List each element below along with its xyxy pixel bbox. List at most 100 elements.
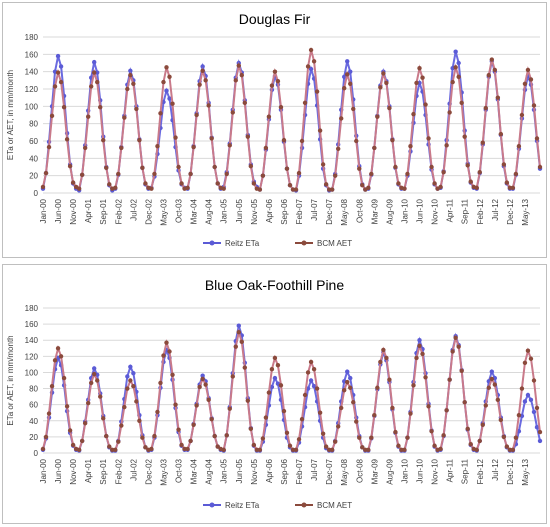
legend-marker xyxy=(301,240,307,246)
legend-marker xyxy=(209,502,215,508)
data-point xyxy=(348,69,353,74)
data-point xyxy=(335,424,341,429)
data-point xyxy=(345,72,350,77)
x-tick-label: Dec-02 xyxy=(144,458,153,484)
data-point xyxy=(245,398,251,403)
data-point xyxy=(348,375,353,381)
legend-label: Reitz ETa xyxy=(225,501,260,510)
data-point xyxy=(40,446,46,452)
data-point xyxy=(354,419,359,424)
x-tick-label: Jun-05 xyxy=(235,198,244,223)
data-point xyxy=(131,81,136,87)
data-point xyxy=(61,105,67,110)
x-tick-label: Oct-08 xyxy=(355,458,364,483)
data-point xyxy=(200,64,205,69)
data-point xyxy=(119,423,124,428)
data-point xyxy=(323,182,329,187)
data-point xyxy=(143,445,148,450)
data-point xyxy=(43,170,49,176)
data-point xyxy=(248,163,254,169)
data-point xyxy=(429,429,434,434)
x-tick-label: Feb-07 xyxy=(295,198,304,224)
data-point xyxy=(302,392,308,398)
data-point xyxy=(405,435,410,440)
data-point xyxy=(128,378,133,383)
legend-marker xyxy=(301,502,307,508)
data-point xyxy=(104,165,109,171)
data-point xyxy=(164,340,169,345)
x-tick-label: May-13 xyxy=(521,198,530,225)
data-point xyxy=(525,348,531,353)
data-point xyxy=(345,59,350,64)
data-point xyxy=(110,447,115,452)
x-tick-label: Jun-00 xyxy=(54,458,63,483)
data-point xyxy=(417,66,422,71)
legend-marker xyxy=(209,240,215,246)
data-point xyxy=(459,100,464,106)
data-point xyxy=(320,162,326,167)
data-point xyxy=(522,399,528,404)
x-tick-label: Jul-02 xyxy=(129,198,138,220)
data-point xyxy=(474,185,479,190)
blue-oak-foothill-pine-chart: Blue Oak-Foothill Pine 0 20 40 60 80 100 120 14… xyxy=(2,264,547,524)
data-point xyxy=(378,85,383,90)
data-point xyxy=(293,187,299,192)
data-point xyxy=(314,89,320,94)
x-tick-label: Mar-09 xyxy=(370,198,379,224)
x-tick-label: Jan-05 xyxy=(220,458,229,483)
data-point xyxy=(342,74,347,80)
data-point xyxy=(149,186,154,191)
data-point xyxy=(239,339,244,345)
data-point xyxy=(125,86,130,92)
x-tick-label: Sep-01 xyxy=(99,458,108,484)
data-point xyxy=(173,135,178,140)
data-point xyxy=(221,447,226,452)
x-tick-label: Oct-03 xyxy=(175,458,184,483)
x-tick-label: Sep-11 xyxy=(461,458,470,484)
data-point xyxy=(489,57,495,62)
data-point xyxy=(384,355,389,361)
data-point xyxy=(58,79,64,85)
data-point xyxy=(188,438,193,444)
data-point xyxy=(326,187,332,192)
data-point xyxy=(504,180,510,185)
data-point xyxy=(462,134,467,139)
data-point xyxy=(384,80,389,86)
data-point xyxy=(516,412,522,418)
x-tick-label: Nov-10 xyxy=(431,458,440,484)
data-point xyxy=(438,446,443,452)
data-point xyxy=(251,442,257,448)
data-point xyxy=(498,131,504,137)
data-point xyxy=(212,164,217,170)
data-point xyxy=(85,114,91,119)
data-point xyxy=(275,79,281,84)
data-point xyxy=(224,433,229,438)
data-point xyxy=(269,384,275,390)
x-tick-label: Oct-03 xyxy=(175,198,184,223)
data-point xyxy=(191,144,196,150)
data-point xyxy=(366,185,371,190)
data-point xyxy=(76,447,82,452)
data-point xyxy=(278,383,284,388)
x-tick-label: Jan-10 xyxy=(400,458,409,483)
data-point xyxy=(266,390,272,395)
data-point xyxy=(95,378,100,383)
data-point xyxy=(167,96,172,101)
data-point xyxy=(92,59,97,65)
data-point xyxy=(116,171,121,177)
data-point xyxy=(308,378,314,383)
data-point xyxy=(64,137,70,142)
data-point xyxy=(486,72,491,78)
data-point xyxy=(414,80,419,86)
x-tick-label: Dec-02 xyxy=(144,198,153,224)
data-point xyxy=(52,358,58,363)
data-point xyxy=(468,179,473,184)
chart-title: Douglas Fir xyxy=(238,11,311,27)
data-point xyxy=(354,138,359,144)
data-point xyxy=(230,110,235,115)
data-point xyxy=(176,164,181,170)
data-point xyxy=(438,184,443,190)
data-point xyxy=(122,115,127,120)
data-point xyxy=(417,338,422,343)
data-point xyxy=(492,67,498,73)
